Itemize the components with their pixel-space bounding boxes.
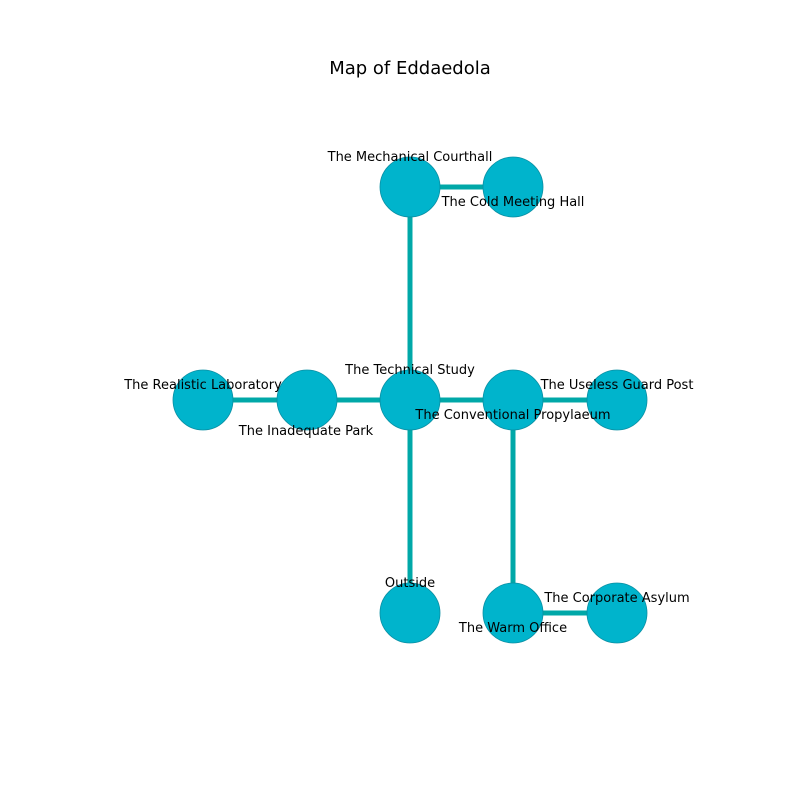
rooms-layer	[172, 156, 648, 644]
room-label-realistic-laboratory: The Realistic Laboratory	[123, 378, 282, 393]
room-label-technical-study: The Technical Study	[344, 363, 475, 378]
map-title: Map of Eddaedola	[329, 58, 491, 79]
room-label-warm-office: The Warm Office	[458, 621, 567, 636]
room-node-useless-guard-post	[586, 369, 648, 431]
room-node-warm-office	[482, 582, 544, 644]
room-node-outside	[379, 582, 441, 644]
room-node-corporate-asylum	[586, 582, 648, 644]
room-label-mechanical-courthall: The Mechanical Courthall	[327, 150, 493, 165]
room-node-realistic-laboratory	[172, 369, 234, 431]
room-label-useless-guard-post: The Useless Guard Post	[540, 378, 694, 393]
room-node-technical-study	[379, 369, 441, 431]
room-label-corporate-asylum: The Corporate Asylum	[543, 591, 689, 606]
room-label-outside: Outside	[385, 576, 435, 591]
room-node-cold-meeting-hall	[482, 156, 544, 218]
room-node-inadequate-park	[276, 369, 338, 431]
labels-layer: The Mechanical Courthall The Cold Meeting…	[123, 150, 693, 636]
room-node-conventional-propylaeum	[482, 369, 544, 431]
room-label-cold-meeting-hall: The Cold Meeting Hall	[441, 195, 585, 210]
room-node-mechanical-courthall	[379, 156, 441, 218]
room-label-inadequate-park: The Inadequate Park	[238, 424, 374, 439]
room-label-conventional-propylaeum: The Conventional Propylaeum	[414, 408, 610, 423]
